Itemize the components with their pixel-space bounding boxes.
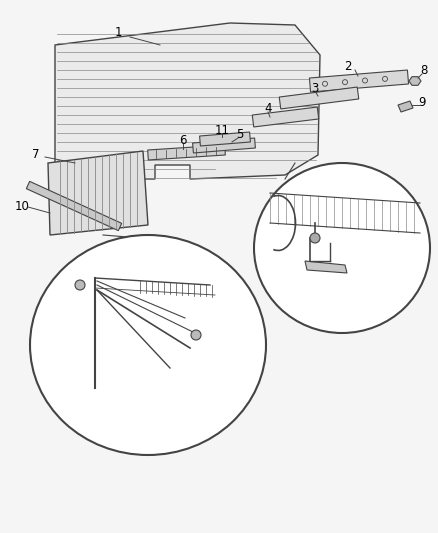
Text: 8: 8 (420, 64, 427, 77)
Text: 9: 9 (418, 96, 426, 109)
Ellipse shape (30, 235, 266, 455)
Circle shape (310, 233, 320, 243)
Circle shape (75, 280, 85, 290)
Polygon shape (398, 101, 413, 112)
Text: 3: 3 (311, 82, 319, 94)
Polygon shape (409, 77, 421, 85)
Text: 6: 6 (179, 134, 187, 148)
Text: 4: 4 (264, 102, 272, 116)
Polygon shape (305, 261, 347, 273)
Polygon shape (26, 181, 122, 231)
Polygon shape (48, 151, 148, 235)
Ellipse shape (254, 163, 430, 333)
Polygon shape (193, 138, 255, 153)
Text: 11: 11 (215, 124, 230, 136)
Polygon shape (200, 132, 251, 146)
Text: 1: 1 (114, 27, 122, 39)
Text: 14: 14 (192, 372, 208, 384)
Polygon shape (55, 23, 320, 179)
Text: 13: 13 (155, 378, 170, 392)
Text: 15: 15 (296, 279, 311, 292)
Circle shape (191, 330, 201, 340)
Polygon shape (148, 145, 225, 160)
Text: 16: 16 (350, 274, 365, 287)
Text: 5: 5 (237, 128, 244, 141)
Polygon shape (279, 87, 359, 109)
Text: 14: 14 (64, 311, 80, 325)
Polygon shape (252, 107, 319, 127)
Text: 10: 10 (14, 199, 29, 213)
Text: 2: 2 (344, 61, 352, 74)
Text: 7: 7 (32, 149, 40, 161)
Text: 12: 12 (117, 354, 133, 367)
Polygon shape (309, 70, 409, 92)
